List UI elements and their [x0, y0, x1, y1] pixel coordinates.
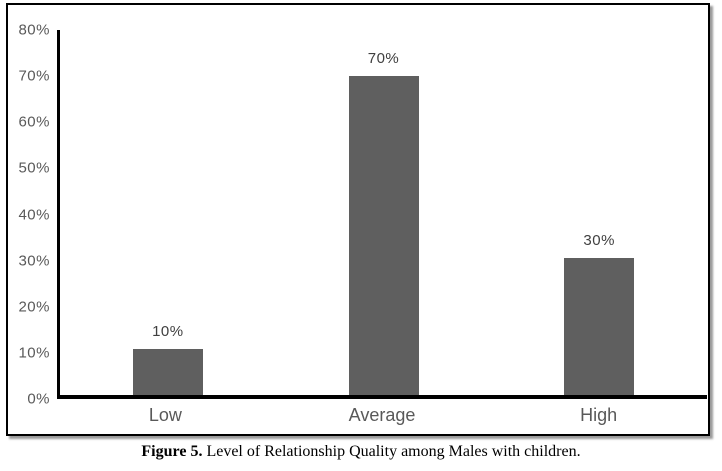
y-tick-label: 20% [18, 298, 50, 316]
y-tick-label: 80% [18, 21, 50, 39]
y-tick-label: 70% [18, 67, 50, 85]
x-axis: Low Average High [57, 405, 707, 426]
y-tick-label: 40% [18, 206, 50, 223]
x-category-label: Average [348, 405, 416, 425]
bar-value-label: 30% [583, 232, 615, 250]
x-category-label: Low [148, 405, 182, 425]
bar-column: 10% [60, 30, 276, 395]
y-tick-label: 60% [18, 113, 50, 131]
plot-area: 10% 70% 30% [57, 30, 707, 399]
y-tick-label: 0% [27, 390, 50, 408]
chart-box: 80% 70% 60% 50% 40% 30% 20% 10% 0% 10% 70% 30% Low… [6, 3, 710, 436]
figure-caption: Figure 5. Level of Relationship Quality … [0, 443, 722, 461]
caption-label: Figure 5. [141, 443, 203, 460]
bars-container: 10% 70% 30% [60, 30, 707, 395]
bar-column: 70% [276, 30, 492, 395]
bar [564, 258, 635, 395]
bar-value-label: 70% [367, 49, 400, 67]
y-tick-label: 50% [18, 159, 50, 177]
bar [132, 349, 203, 395]
bar [348, 75, 419, 395]
y-axis: 80% 70% 60% 50% 40% 30% 20% 10% 0% [8, 22, 50, 408]
bar-value-label: 10% [152, 323, 184, 341]
y-tick-label: 30% [18, 252, 50, 270]
caption-text: Level of Relationship Quality among Male… [202, 443, 581, 460]
bar-column: 30% [491, 30, 707, 395]
y-tick-label: 10% [18, 344, 50, 362]
x-category-label: High [580, 405, 618, 425]
